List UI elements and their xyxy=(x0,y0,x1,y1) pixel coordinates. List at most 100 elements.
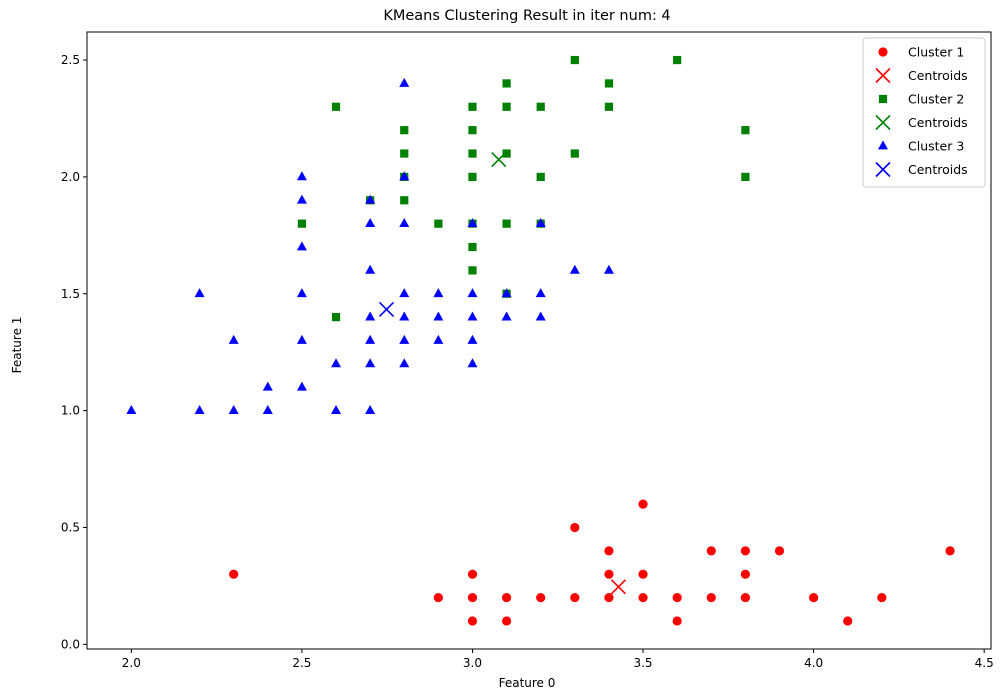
cluster-point xyxy=(603,264,614,274)
cluster-point xyxy=(672,616,682,626)
cluster-point xyxy=(502,79,511,88)
cluster-point xyxy=(569,264,580,274)
legend-entry: Cluster 2 xyxy=(878,92,964,107)
cluster-point xyxy=(809,592,819,603)
cluster-point xyxy=(536,102,545,111)
cluster-point xyxy=(741,172,750,182)
cluster-point xyxy=(570,522,580,533)
legend-label: Centroids xyxy=(908,115,968,130)
cluster-point xyxy=(400,149,409,158)
cluster-point xyxy=(604,102,614,111)
cluster-point xyxy=(638,499,648,509)
series-x xyxy=(610,579,627,595)
legend-swatch xyxy=(878,94,888,104)
cluster-point xyxy=(433,592,443,603)
cluster-point xyxy=(468,172,477,182)
cluster-point xyxy=(365,405,376,415)
cluster-point xyxy=(468,242,477,252)
series-x xyxy=(491,152,507,168)
cluster-point xyxy=(365,334,376,344)
cluster-point xyxy=(502,102,511,111)
cluster-point xyxy=(399,171,410,181)
legend-swatch xyxy=(875,161,891,178)
cluster-point xyxy=(194,405,205,415)
cluster-point xyxy=(877,592,887,603)
centroid-marker xyxy=(378,301,395,317)
cluster-point xyxy=(296,241,307,251)
cluster-point xyxy=(296,288,307,298)
cluster-point xyxy=(706,546,716,556)
cluster-point xyxy=(433,311,444,321)
cluster-point xyxy=(672,592,682,603)
cluster-point xyxy=(399,77,410,87)
data-points xyxy=(126,55,955,626)
plot-area xyxy=(86,31,992,650)
cluster-point xyxy=(297,219,307,228)
cluster-point xyxy=(468,149,477,158)
axes-frame xyxy=(86,31,992,650)
cluster-point xyxy=(535,311,546,321)
cluster-point xyxy=(296,381,307,391)
cluster-point xyxy=(365,264,376,274)
legend-swatch xyxy=(878,140,888,150)
x-axis-label: Feature 0 xyxy=(499,676,556,690)
cluster-point xyxy=(228,405,239,415)
chart-title: KMeans Clustering Result in iter num: 4 xyxy=(383,8,670,24)
cluster-point xyxy=(570,55,579,65)
cluster-point xyxy=(467,334,478,344)
cluster-point xyxy=(296,194,307,204)
cluster-point xyxy=(467,569,478,579)
x-tick-label: 4.5 xyxy=(975,656,994,670)
cluster-point xyxy=(467,288,478,298)
cluster-point xyxy=(468,266,477,275)
cluster-point xyxy=(740,546,750,556)
legend-swatch xyxy=(875,67,891,84)
y-tick-label: 0.5 xyxy=(61,520,80,534)
legend-label: Centroids xyxy=(908,162,968,177)
cluster-point xyxy=(741,126,750,135)
y-tick-label: 0.0 xyxy=(61,637,80,651)
cluster-point xyxy=(399,311,410,321)
y-tick-label: 2.0 xyxy=(61,170,80,184)
cluster-point xyxy=(331,405,342,415)
cluster-point xyxy=(570,149,579,158)
cluster-point xyxy=(331,358,342,368)
x-tick-label: 3.5 xyxy=(633,656,652,670)
x-tick-label: 2.5 xyxy=(292,656,311,670)
cluster-point xyxy=(262,405,273,415)
cluster-point xyxy=(262,381,273,391)
legend-label: Cluster 3 xyxy=(908,139,964,154)
cluster-point xyxy=(467,616,478,626)
cluster-point xyxy=(468,102,477,111)
cluster-point xyxy=(365,358,376,368)
y-axis-label: Feature 1 xyxy=(10,317,24,374)
cluster-point xyxy=(501,616,512,626)
cluster-point xyxy=(296,334,307,344)
cluster-point xyxy=(740,569,750,579)
cluster-point xyxy=(229,569,239,579)
legend-entry: Centroids xyxy=(875,161,968,178)
y-tick-label: 1.0 xyxy=(61,404,80,418)
cluster-point xyxy=(434,219,443,228)
cluster-point xyxy=(536,172,545,182)
series-circle xyxy=(229,499,955,626)
legend-entry: Centroids xyxy=(875,67,968,84)
cluster-point xyxy=(501,592,512,603)
cluster-point xyxy=(501,311,512,321)
series-triangle xyxy=(126,77,614,415)
cluster-point xyxy=(945,546,955,556)
cluster-point xyxy=(399,288,410,298)
legend-entry: Cluster 1 xyxy=(878,45,964,60)
cluster-point xyxy=(467,592,478,603)
cluster-point xyxy=(502,219,511,228)
cluster-point xyxy=(399,334,410,344)
cluster-point xyxy=(331,102,341,111)
cluster-point xyxy=(194,288,205,298)
cluster-point xyxy=(706,592,716,603)
x-tick-label: 4.0 xyxy=(804,656,823,670)
centroid-marker xyxy=(491,152,507,168)
cluster-point xyxy=(433,334,444,344)
cluster-point xyxy=(400,126,409,135)
cluster-point xyxy=(467,358,478,368)
